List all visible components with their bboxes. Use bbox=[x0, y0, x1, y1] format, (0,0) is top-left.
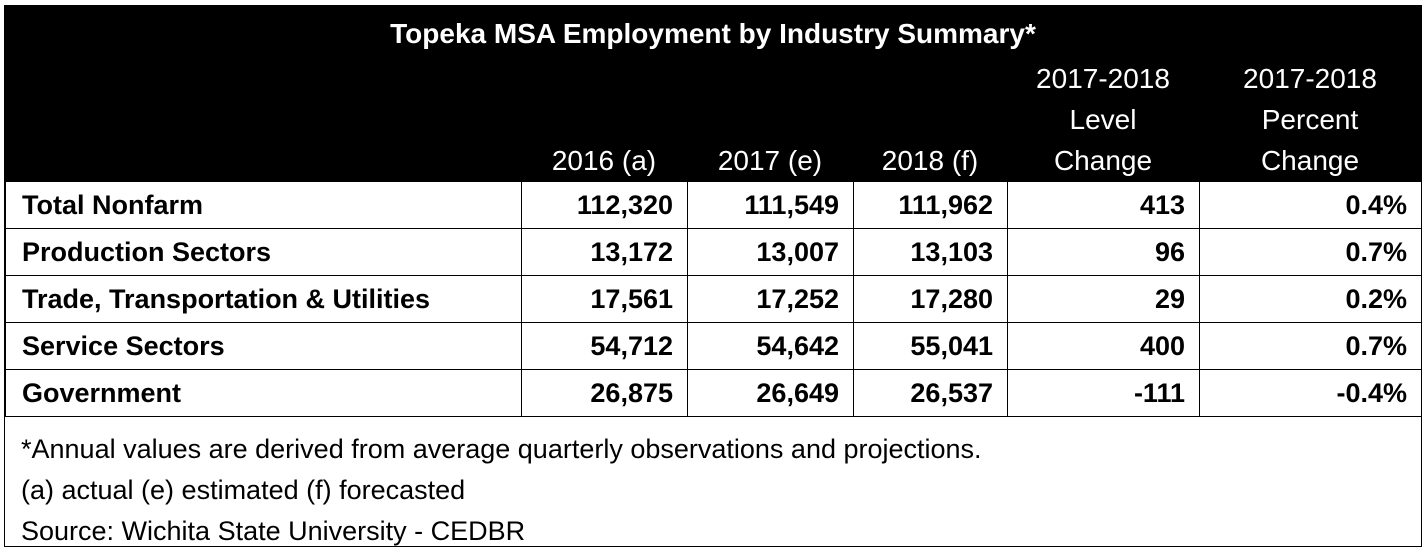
cell-2017: 13,007 bbox=[687, 228, 854, 276]
table-row: Service Sectors 54,712 54,642 55,041 400… bbox=[5, 322, 1422, 370]
column-header-2016-line: 2016 (a) bbox=[551, 145, 657, 176]
cell-2018: 55,041 bbox=[853, 322, 1008, 370]
column-header-percent-line-1: 2017-2018 bbox=[1243, 63, 1377, 94]
cell-percent-change: 0.4% bbox=[1199, 181, 1422, 229]
cell-2017: 26,649 bbox=[687, 369, 854, 417]
row-label: Production Sectors bbox=[5, 228, 522, 276]
cell-2016: 13,172 bbox=[521, 228, 688, 276]
column-header-level-line-1: 2017-2018 bbox=[1036, 63, 1170, 94]
cell-2017: 54,642 bbox=[687, 322, 854, 370]
column-header-level-change: 2017-2018 Level Change bbox=[1007, 58, 1199, 181]
cell-level-change: 413 bbox=[1007, 181, 1200, 229]
cell-level-change: 96 bbox=[1007, 228, 1200, 276]
column-header-2018: 2018 (f) bbox=[853, 140, 1007, 181]
cell-percent-change: -0.4% bbox=[1199, 369, 1422, 417]
cell-2016: 17,561 bbox=[521, 275, 688, 323]
row-label: Total Nonfarm bbox=[5, 181, 522, 229]
cell-2018: 17,280 bbox=[853, 275, 1008, 323]
cell-2018: 13,103 bbox=[853, 228, 1008, 276]
data-table: Total Nonfarm 112,320 111,549 111,962 41… bbox=[5, 181, 1422, 417]
column-header-level-line-3: Change bbox=[1053, 145, 1153, 176]
column-header-2018-line: 2018 (f) bbox=[881, 145, 979, 176]
table-header: Topeka MSA Employment by Industry Summar… bbox=[5, 6, 1421, 181]
cell-2017: 111,549 bbox=[687, 181, 854, 229]
table-row: Total Nonfarm 112,320 111,549 111,962 41… bbox=[5, 181, 1422, 229]
cell-2018: 111,962 bbox=[853, 181, 1008, 229]
cell-2016: 54,712 bbox=[521, 322, 688, 370]
cell-level-change: -111 bbox=[1007, 369, 1200, 417]
cell-level-change: 400 bbox=[1007, 322, 1200, 370]
column-header-level-line-2: Level bbox=[1069, 104, 1137, 135]
source-note: Source: Wichita State University - CEDBR bbox=[21, 516, 526, 546]
row-label: Government bbox=[5, 369, 522, 417]
table-title: Topeka MSA Employment by Industry Summar… bbox=[390, 18, 1036, 49]
cell-2017: 17,252 bbox=[687, 275, 854, 323]
footnote-annual-values: *Annual values are derived from average … bbox=[21, 434, 982, 464]
cell-percent-change: 0.2% bbox=[1199, 275, 1422, 323]
column-header-2017: 2017 (e) bbox=[687, 140, 853, 181]
cell-percent-change: 0.7% bbox=[1199, 322, 1422, 370]
table-row: Trade, Transportation & Utilities 17,561… bbox=[5, 275, 1422, 323]
table-row: Production Sectors 13,172 13,007 13,103 … bbox=[5, 228, 1422, 276]
cell-2016: 112,320 bbox=[521, 181, 688, 229]
table-notes: *Annual values are derived from average … bbox=[5, 416, 1421, 546]
cell-2018: 26,537 bbox=[853, 369, 1008, 417]
column-header-2017-line: 2017 (e) bbox=[717, 145, 823, 176]
column-header-2016: 2016 (a) bbox=[521, 140, 687, 181]
column-header-percent-line-3: Change bbox=[1260, 145, 1360, 176]
footnote-legend: (a) actual (e) estimated (f) forecasted bbox=[21, 475, 466, 505]
cell-2016: 26,875 bbox=[521, 369, 688, 417]
column-header-percent-change: 2017-2018 Percent Change bbox=[1199, 58, 1421, 181]
table-row: Government 26,875 26,649 26,537 -111 -0.… bbox=[5, 369, 1422, 417]
cell-percent-change: 0.7% bbox=[1199, 228, 1422, 276]
row-label: Trade, Transportation & Utilities bbox=[5, 275, 522, 323]
column-header-percent-line-2: Percent bbox=[1261, 104, 1359, 135]
row-label: Service Sectors bbox=[5, 322, 522, 370]
cell-level-change: 29 bbox=[1007, 275, 1200, 323]
employment-summary-table: Topeka MSA Employment by Industry Summar… bbox=[4, 5, 1422, 547]
